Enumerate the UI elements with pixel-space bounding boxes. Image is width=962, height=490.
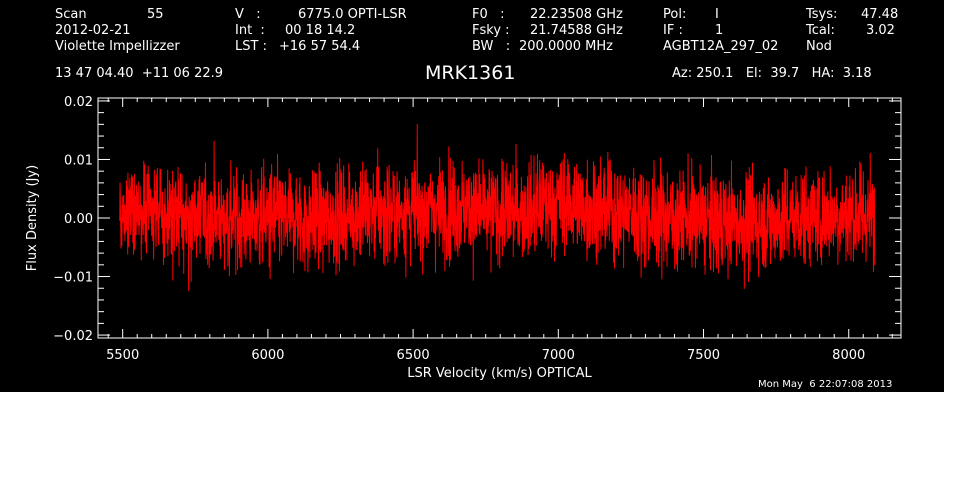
x-tick-label: 7000 — [542, 348, 575, 363]
velocity-value: 6775.0 OPTI-LSR — [298, 7, 407, 22]
y-tick-label: 0.02 — [64, 95, 93, 110]
tcal-label: Tcal: — [806, 23, 835, 38]
bw-label: BW : — [472, 39, 511, 54]
x-tick-label: 7500 — [687, 348, 720, 363]
project-id: AGBT12A_297_02 — [663, 39, 779, 54]
source-coordinates: 13 47 04.40 +11 06 22.9 — [55, 66, 224, 81]
int-label: Int : — [235, 23, 265, 38]
f0-value: 22.23508 GHz — [530, 7, 623, 22]
y-tick-label: 0.00 — [64, 212, 93, 227]
tsys-label: Tsys: — [806, 7, 838, 22]
pol-label: Pol: — [663, 7, 687, 22]
tcal-value: 3.02 — [866, 23, 895, 38]
fsky-value: 21.74588 GHz — [530, 23, 623, 38]
if-value: 1 — [715, 23, 724, 38]
date-value: 2012-02-21 — [55, 23, 131, 38]
fsky-label: Fsky : — [472, 23, 510, 38]
x-tick-label: 6000 — [251, 348, 284, 363]
y-axis-label: Flux Density (Jy) — [25, 165, 40, 271]
tsys-value: 47.48 — [861, 7, 899, 22]
plot-timestamp: Mon May 6 22:07:08 2013 — [758, 379, 893, 390]
x-tick-label: 6500 — [397, 348, 430, 363]
spectrum-trace — [119, 124, 876, 292]
y-tick-label: −0.01 — [53, 271, 93, 286]
az-el-ha: Az: 250.1 El: 39.7 HA: 3.18 — [672, 66, 872, 81]
y-tick-label: −0.02 — [53, 329, 93, 344]
source-name: MRK1361 — [425, 62, 516, 84]
scan-label: Scan — [55, 7, 87, 22]
scan-value: 55 — [147, 7, 164, 22]
lst-label: LST : — [235, 39, 272, 54]
lst-value: +16 57 54.4 — [279, 39, 361, 54]
observing-mode: Nod — [806, 39, 832, 54]
x-axis-label: LSR Velocity (km/s) OPTICAL — [407, 366, 592, 381]
if-label: IF : — [663, 23, 683, 38]
pol-value: I — [715, 7, 719, 22]
y-tick-label: 0.01 — [64, 153, 93, 168]
f0-label: F0 : — [472, 7, 505, 22]
bw-value: 200.0000 MHz — [519, 39, 613, 54]
x-tick-label: 5500 — [106, 348, 139, 363]
observer-name: Violette Impellizzer — [55, 39, 180, 54]
velocity-label: V : — [235, 7, 261, 22]
x-tick-label: 8000 — [832, 348, 865, 363]
int-value: 00 18 14.2 — [285, 23, 356, 38]
